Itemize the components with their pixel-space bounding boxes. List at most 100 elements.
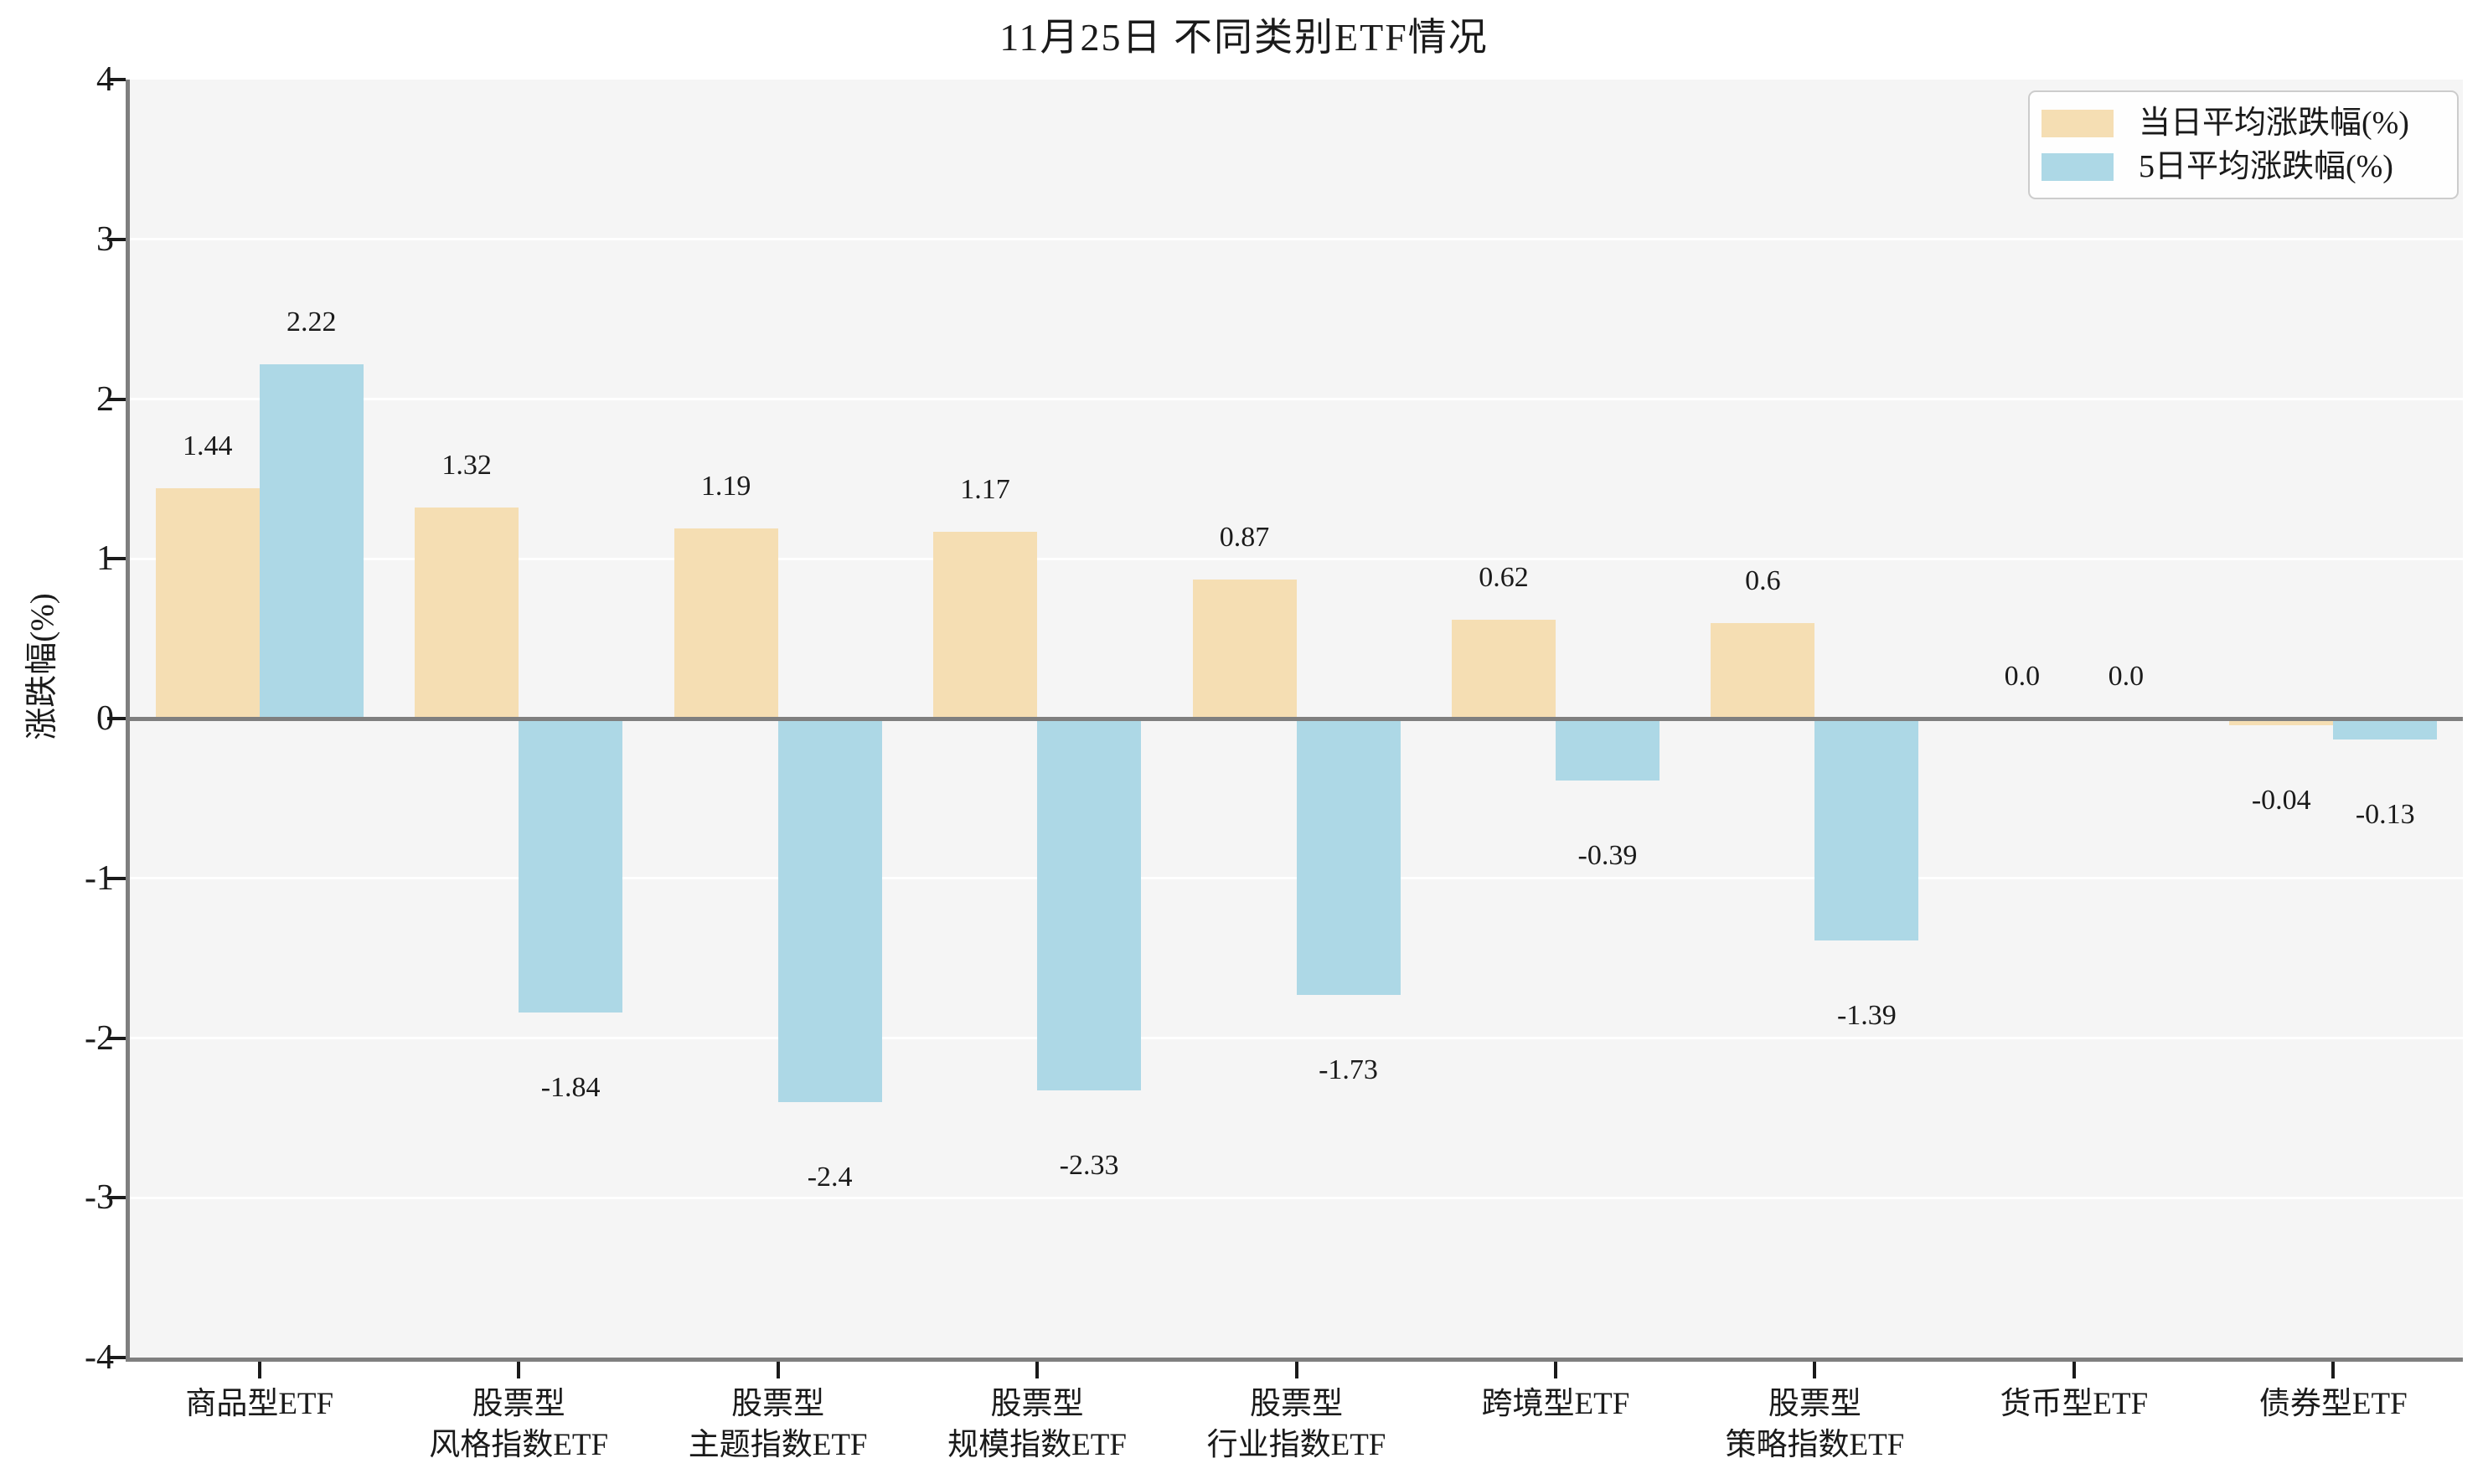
x-tick-label: 股票型风格指数ETF (343, 1384, 694, 1466)
gridline (130, 238, 2463, 241)
y-tick (107, 1196, 126, 1200)
zero-line (126, 716, 2463, 721)
y-tick-label: 2 (96, 379, 114, 419)
x-tick-label-line: 股票型 (472, 1387, 565, 1421)
x-tick-label-line: 风格指数ETF (429, 1428, 609, 1462)
legend-swatch-5day (2042, 152, 2114, 181)
bar-value-label: -0.04 (2251, 784, 2311, 816)
x-tick-label-line: 债券型ETF (2258, 1387, 2408, 1421)
y-tick (107, 78, 126, 81)
bar-5day (1296, 719, 1401, 995)
bar-5day (1814, 719, 1919, 941)
legend-label-day: 当日平均涨跌幅(%) (2139, 106, 2409, 141)
y-tick-label: 0 (96, 699, 114, 738)
legend-label-5day: 5日平均涨跌幅(%) (2139, 149, 2393, 184)
x-tick-label-line: 主题指数ETF (688, 1428, 868, 1462)
x-tick-label: 跨境型ETF (1380, 1384, 1732, 1425)
bar-value-label: -1.73 (1319, 1054, 1378, 1085)
bar-value-label: 0.62 (1479, 561, 1529, 593)
x-tick-label: 债券型ETF (2157, 1384, 2488, 1425)
x-tick-label-line: 商品型ETF (185, 1387, 334, 1421)
y-tick-label: 1 (96, 539, 114, 579)
x-tick (2331, 1362, 2336, 1378)
x-tick-label-line: 跨境型ETF (1481, 1387, 1630, 1421)
bar-value-label: 0.6 (1745, 564, 1781, 596)
bar-day (1451, 619, 1556, 719)
gridline (130, 398, 2463, 400)
x-tick-label-line: 行业指数ETF (1206, 1428, 1386, 1462)
bar-value-label: 1.44 (182, 430, 233, 462)
bar-5day (519, 719, 623, 1013)
y-tick (107, 237, 126, 241)
gridline (130, 557, 2463, 560)
bar-value-label: 1.32 (441, 450, 492, 482)
bar-5day (1555, 719, 1660, 781)
legend-item-day: 当日平均涨跌幅(%) (2042, 106, 2457, 141)
y-tick-label: -4 (85, 1338, 114, 1377)
x-tick (1294, 1362, 1298, 1378)
x-axis-spine (126, 1358, 2463, 1362)
bar-day (933, 531, 1038, 719)
bar-value-label: 0.0 (2004, 661, 2041, 692)
legend-swatch-day (2042, 109, 2114, 137)
y-tick (107, 1036, 126, 1040)
legend: 当日平均涨跌幅(%) 5日平均涨跌幅(%) (2028, 90, 2459, 199)
x-tick-label-line: 货币型ETF (2000, 1387, 2149, 1421)
x-tick (2072, 1362, 2076, 1378)
bar-value-label: 2.22 (286, 306, 337, 338)
x-tick-label: 股票型策略指数ETF (1639, 1384, 1990, 1466)
y-tick-label: -3 (85, 1178, 114, 1218)
x-tick-label-line: 策略指数ETF (1725, 1428, 1905, 1462)
x-tick (1035, 1362, 1040, 1378)
bar-day (1192, 580, 1297, 719)
x-tick-label-line: 股票型 (731, 1387, 825, 1421)
bar-day (415, 508, 519, 719)
bar-5day (2333, 719, 2438, 739)
bar-5day (777, 719, 882, 1102)
x-tick-label-line: 规模指数ETF (947, 1428, 1127, 1462)
bar-5day (1037, 719, 1142, 1091)
bar-value-label: 0.0 (2108, 661, 2145, 692)
x-tick (776, 1362, 780, 1378)
x-tick-label: 股票型行业指数ETF (1121, 1384, 1473, 1466)
bar-5day (259, 363, 364, 719)
x-tick-label: 货币型ETF (1898, 1384, 2250, 1425)
bar-value-label: 1.17 (960, 473, 1010, 505)
y-tick (107, 876, 126, 880)
gridline (130, 1037, 2463, 1039)
bar-value-label: -2.33 (1059, 1150, 1119, 1182)
x-tick (517, 1362, 521, 1378)
x-tick (1553, 1362, 1557, 1378)
x-tick-label-line: 股票型 (1768, 1387, 1861, 1421)
y-tick (107, 557, 126, 561)
y-tick-label: 3 (96, 219, 114, 259)
legend-item-5day: 5日平均涨跌幅(%) (2042, 149, 2457, 184)
x-tick-label: 股票型规模指数ETF (861, 1384, 1213, 1466)
bar-value-label: -2.4 (807, 1161, 853, 1193)
x-tick (257, 1362, 261, 1378)
x-tick-label-line: 股票型 (1250, 1387, 1343, 1421)
y-tick-label: 4 (96, 60, 114, 99)
bar-value-label: 0.87 (1219, 522, 1270, 554)
bar-value-label: -1.84 (540, 1071, 601, 1103)
y-tick (107, 717, 126, 720)
x-tick-label-line: 股票型 (990, 1387, 1084, 1421)
chart-title: 11月25日 不同类别ETF情况 (999, 16, 1489, 59)
x-tick (1813, 1362, 1817, 1378)
bar-day (2229, 719, 2334, 725)
y-tick (107, 1356, 126, 1359)
y-tick-label: -1 (85, 858, 114, 898)
y-axis-spine (126, 80, 130, 1362)
bar-value-label: -0.13 (2355, 798, 2415, 830)
bar-value-label: 1.19 (700, 471, 751, 502)
x-tick-label: 股票型主题指数ETF (602, 1384, 954, 1466)
y-tick-label: -2 (85, 1018, 114, 1058)
bar-day (1711, 622, 1815, 719)
x-tick-label: 商品型ETF (84, 1384, 436, 1425)
bar-value-label: -0.39 (1577, 840, 1638, 872)
plot-area: 1.44 1.32 1.19 1.17 0.87 0.62 0.6 0.0 -0.04 2.22 -… (126, 80, 2463, 1358)
bar-day (674, 528, 778, 719)
bar-day (155, 488, 260, 719)
y-tick (107, 397, 126, 401)
